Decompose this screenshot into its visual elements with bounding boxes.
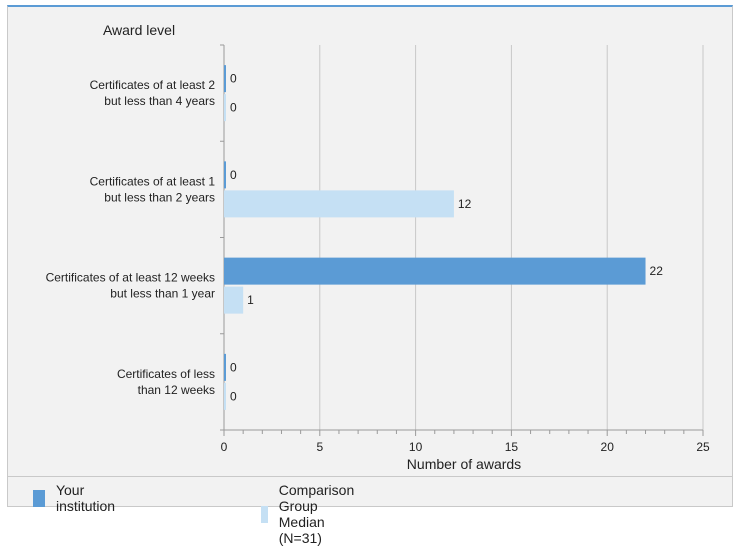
bar xyxy=(224,257,646,285)
category-label: Certificates of at least 12 weeks but les… xyxy=(46,271,215,301)
bar-value-label: 0 xyxy=(230,72,237,86)
legend-item-your-institution: Your institution xyxy=(33,482,120,514)
legend-item-comparison-group: Comparison Group Median (N=31) xyxy=(261,482,364,546)
category-label: Certificates of less than 12 weeks xyxy=(117,367,215,397)
category-label: Certificates of at least 2 but less than … xyxy=(90,78,216,108)
x-axis-title: Number of awards xyxy=(407,456,521,472)
chart-frame xyxy=(7,5,733,507)
x-tick-label: 0 xyxy=(221,440,228,454)
bar-value-label: 0 xyxy=(230,360,237,374)
bar-value-label: 0 xyxy=(230,168,237,182)
x-tick-label: 25 xyxy=(696,440,710,454)
x-tick-label: 5 xyxy=(316,440,323,454)
legend-swatch xyxy=(33,489,45,507)
bars xyxy=(224,65,646,410)
y-axis-title: Award level xyxy=(103,22,175,38)
x-tick-labels: 0 5 10 15 20 25 xyxy=(221,440,710,454)
bar xyxy=(224,353,226,381)
bar xyxy=(224,286,244,314)
legend-swatch xyxy=(261,505,268,523)
category-label: Certificates of at least 1 but less than … xyxy=(90,174,216,204)
category-labels: Certificates of at least 2 but less than … xyxy=(46,78,216,397)
bar xyxy=(224,161,226,189)
bar-value-label: 0 xyxy=(230,101,237,115)
data-labels: 0 0 0 12 22 1 0 0 xyxy=(230,72,663,404)
bar-value-label: 12 xyxy=(458,197,472,211)
gridlines xyxy=(220,44,704,436)
bar-value-label: 0 xyxy=(230,389,237,403)
legend-label: Comparison Group Median (N=31) xyxy=(278,482,355,546)
x-tick-label: 10 xyxy=(409,440,423,454)
legend-label: Your institution xyxy=(55,482,116,514)
bar-value-label: 1 xyxy=(247,293,254,307)
bar xyxy=(224,190,454,218)
x-tick-label: 15 xyxy=(505,440,519,454)
bar xyxy=(224,65,226,93)
legend-separator xyxy=(7,476,733,477)
bar xyxy=(224,94,226,122)
bar-value-label: 22 xyxy=(650,264,664,278)
x-tick-label: 20 xyxy=(601,440,615,454)
bar xyxy=(224,382,226,410)
